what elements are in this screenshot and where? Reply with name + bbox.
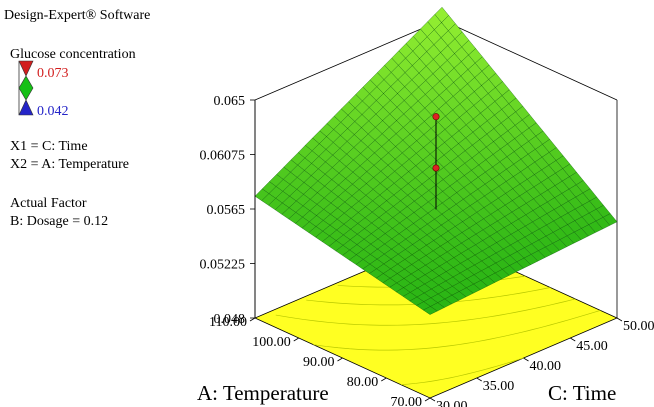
legend-high-marker <box>18 60 34 77</box>
z-tick-label: 0.048 <box>214 312 246 327</box>
x2-definition: X2 = A: Temperature <box>10 157 130 172</box>
time-tick-label: 30.00 <box>436 399 468 407</box>
floor-contour <box>400 357 524 386</box>
time-tick-mark <box>523 357 529 362</box>
actual-factor-value: B: Dosage = 0.12 <box>10 214 109 229</box>
legend-high-value: 0.073 <box>37 66 69 81</box>
design-point <box>432 113 440 121</box>
time-tick-label: 50.00 <box>623 319 654 334</box>
floor-contour <box>313 310 601 351</box>
frame-edge <box>254 19 443 101</box>
design-points <box>432 113 440 210</box>
time-tick-mark <box>570 337 576 342</box>
legend-low-marker <box>18 99 34 116</box>
response-surface <box>254 6 618 315</box>
actual-factor-heading: Actual Factor <box>10 196 87 211</box>
temperature-tick-mark <box>337 357 343 362</box>
temperature-tick-label: 110.00 <box>209 315 247 330</box>
z-tick-label: 0.05225 <box>200 258 246 273</box>
temperature-tick-label: 70.00 <box>391 395 423 407</box>
color-legend-bar <box>18 60 34 116</box>
temperature-tick-label: 90.00 <box>303 355 335 370</box>
axis-labels: 0.048 0.05225 0.0565 0.06075 0.065 70.00 80.00… <box>197 94 654 407</box>
legend-low-value: 0.042 <box>37 104 69 119</box>
time-tick-label: 35.00 <box>483 379 515 394</box>
time-tick-mark <box>476 377 482 382</box>
response-name: Glucose concentration <box>10 47 136 62</box>
time-tick-label: 40.00 <box>530 359 562 374</box>
z-tick-label: 0.06075 <box>200 149 246 164</box>
surface-cell <box>422 306 438 315</box>
temperature-tick-label: 80.00 <box>347 375 379 390</box>
z-tick-label: 0.065 <box>214 94 246 109</box>
temperature-tick-mark <box>424 397 431 402</box>
temperature-tick-mark <box>293 337 299 342</box>
temperature-tick-label: 100.00 <box>252 335 291 350</box>
floor-contour <box>275 298 576 326</box>
time-tick-mark <box>616 317 623 322</box>
time-axis-title: C: Time <box>548 381 616 405</box>
temperature-tick-mark <box>381 377 387 382</box>
frame-edge <box>441 19 618 101</box>
x1-definition: X1 = C: Time <box>10 139 88 154</box>
z-tick-label: 0.0565 <box>207 203 246 218</box>
time-tick-mark <box>429 397 436 402</box>
temperature-axis-title: A: Temperature <box>197 381 329 405</box>
temperature-tick-mark <box>249 317 256 322</box>
design-point <box>432 164 440 172</box>
app-title: Design-Expert® Software <box>4 8 151 23</box>
time-tick-label: 45.00 <box>576 339 608 354</box>
